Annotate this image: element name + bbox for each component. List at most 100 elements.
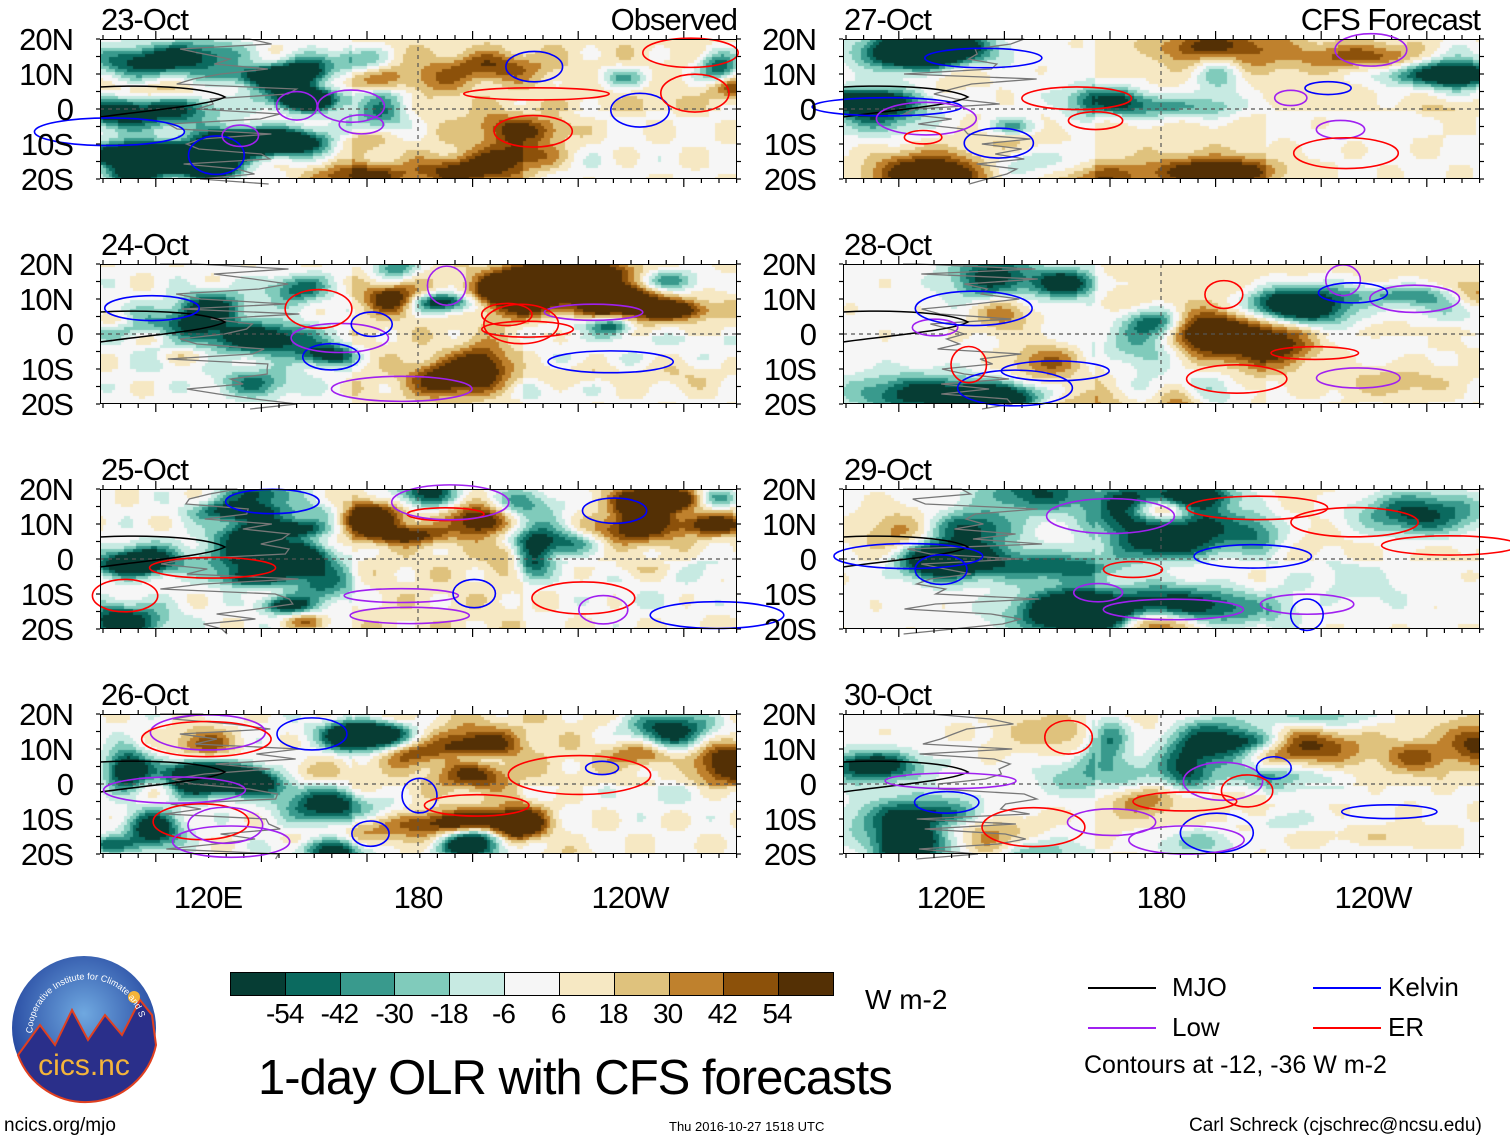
colorbar-label: 18	[598, 998, 628, 1029]
low-contour	[330, 375, 473, 403]
kelvin-contour	[833, 542, 984, 570]
er-contour	[1380, 534, 1510, 556]
lat-tick-label: 20N	[19, 247, 74, 282]
er-contour	[480, 302, 533, 327]
legend-line-mjo	[1088, 987, 1156, 989]
low-contour	[343, 587, 460, 604]
contour-overlay	[839, 706, 1484, 862]
lat-tick-label: 10N	[762, 732, 817, 767]
mjo-contour	[842, 310, 970, 343]
mjo-contour	[99, 535, 227, 568]
lat-tick-label: 10N	[19, 507, 74, 542]
panel-date: 30-Oct	[844, 677, 932, 712]
colorbar-label: -30	[375, 998, 413, 1029]
colorbar	[230, 972, 834, 996]
low-contour	[1072, 582, 1124, 603]
kelvin-contour	[350, 311, 394, 338]
er-contour	[659, 73, 730, 113]
contour-overlay	[91, 481, 785, 637]
map-frame	[843, 39, 1480, 179]
kelvin-contour	[609, 92, 670, 128]
contour-overlay	[811, 31, 1484, 187]
er-contour	[148, 556, 277, 579]
low-contour	[1259, 593, 1355, 616]
low-contour	[187, 806, 264, 845]
lat-tick-label: 20N	[19, 22, 74, 57]
lon-tick-label: 120W	[1334, 880, 1413, 915]
low-contour	[1315, 119, 1366, 140]
kelvin-contour	[276, 717, 348, 751]
er-contour	[91, 578, 159, 613]
er-contour	[1021, 86, 1133, 111]
lat-tick-label: 10N	[762, 507, 817, 542]
lon-tick-label: 180	[1136, 880, 1187, 915]
kelvin-contour	[1304, 80, 1352, 96]
lon-tick-label: 180	[393, 880, 444, 915]
er-contour	[1292, 136, 1400, 170]
footer-timestamp: Thu 2016-10-27 1518 UTC	[669, 1119, 825, 1134]
lat-tick-label: 20S	[20, 837, 74, 872]
lat-tick-label: 10S	[20, 577, 74, 612]
map-frame	[100, 264, 737, 404]
lat-tick-label: 20N	[19, 472, 74, 507]
low-contour	[1315, 367, 1401, 389]
low-contour	[390, 484, 510, 521]
lon-tick-label: 120E	[173, 880, 243, 915]
lat-tick-label: 20S	[763, 387, 817, 422]
coastline	[160, 713, 300, 860]
kelvin-contour	[581, 497, 648, 525]
colorbar-swatch	[669, 973, 725, 995]
er-contour	[1067, 111, 1124, 131]
er-contour	[1043, 719, 1094, 755]
logo-text: cics.nc	[38, 1049, 130, 1082]
er-contour	[1132, 791, 1238, 812]
lat-tick-label: 10S	[763, 802, 817, 837]
er-contour	[507, 754, 652, 796]
er-contour	[1220, 774, 1274, 808]
er-contour	[483, 303, 560, 345]
lat-tick-label: 0	[56, 92, 74, 127]
lat-tick-label: 10S	[20, 352, 74, 387]
low-contour	[543, 303, 644, 322]
lat-tick-label: 10N	[762, 57, 817, 92]
colorbar-label: 30	[653, 998, 683, 1029]
map-panel	[96, 256, 741, 412]
map-panel	[91, 481, 785, 637]
colorbar-swatch	[450, 973, 506, 995]
er-contour	[423, 793, 530, 817]
lat-tick-label: 10N	[19, 57, 74, 92]
lat-tick-label: 20S	[20, 162, 74, 197]
low-contour	[1066, 808, 1157, 837]
panel-date: 25-Oct	[101, 452, 189, 487]
kelvin-contour	[1255, 755, 1292, 780]
panel-date: 27-Oct	[844, 2, 932, 37]
contour-overlay	[96, 706, 741, 862]
lat-tick-label: 10N	[19, 282, 74, 317]
low-contour	[1369, 284, 1461, 314]
legend-label-kelvin: Kelvin	[1388, 972, 1459, 1002]
low-contour	[1273, 89, 1308, 107]
figure-title: 1-day OLR with CFS forecasts	[258, 1051, 893, 1105]
coastline	[160, 263, 300, 410]
low-contour	[884, 772, 1017, 790]
lat-tick-label: 0	[56, 317, 74, 352]
low-contour	[1128, 825, 1245, 855]
er-contour	[531, 581, 636, 615]
map-panel	[96, 706, 741, 862]
kelvin-contour	[1317, 282, 1389, 304]
panel-date: 29-Oct	[844, 452, 932, 487]
low-contour	[1182, 761, 1264, 802]
kelvin-contour	[1340, 804, 1438, 820]
panel-date: 28-Oct	[844, 227, 932, 262]
map-panel	[833, 481, 1510, 637]
kelvin-contour	[914, 290, 1033, 327]
er-contour	[642, 37, 739, 69]
footer-url[interactable]: ncics.org/mjo	[4, 1115, 116, 1136]
lon-tick-label: 120W	[591, 880, 670, 915]
kelvin-contour	[584, 760, 620, 776]
kelvin-contour	[923, 47, 1043, 69]
legend-line-er	[1313, 1027, 1381, 1029]
lat-tick-label: 0	[56, 767, 74, 802]
er-contour	[1270, 345, 1360, 361]
low-contour	[426, 265, 467, 306]
